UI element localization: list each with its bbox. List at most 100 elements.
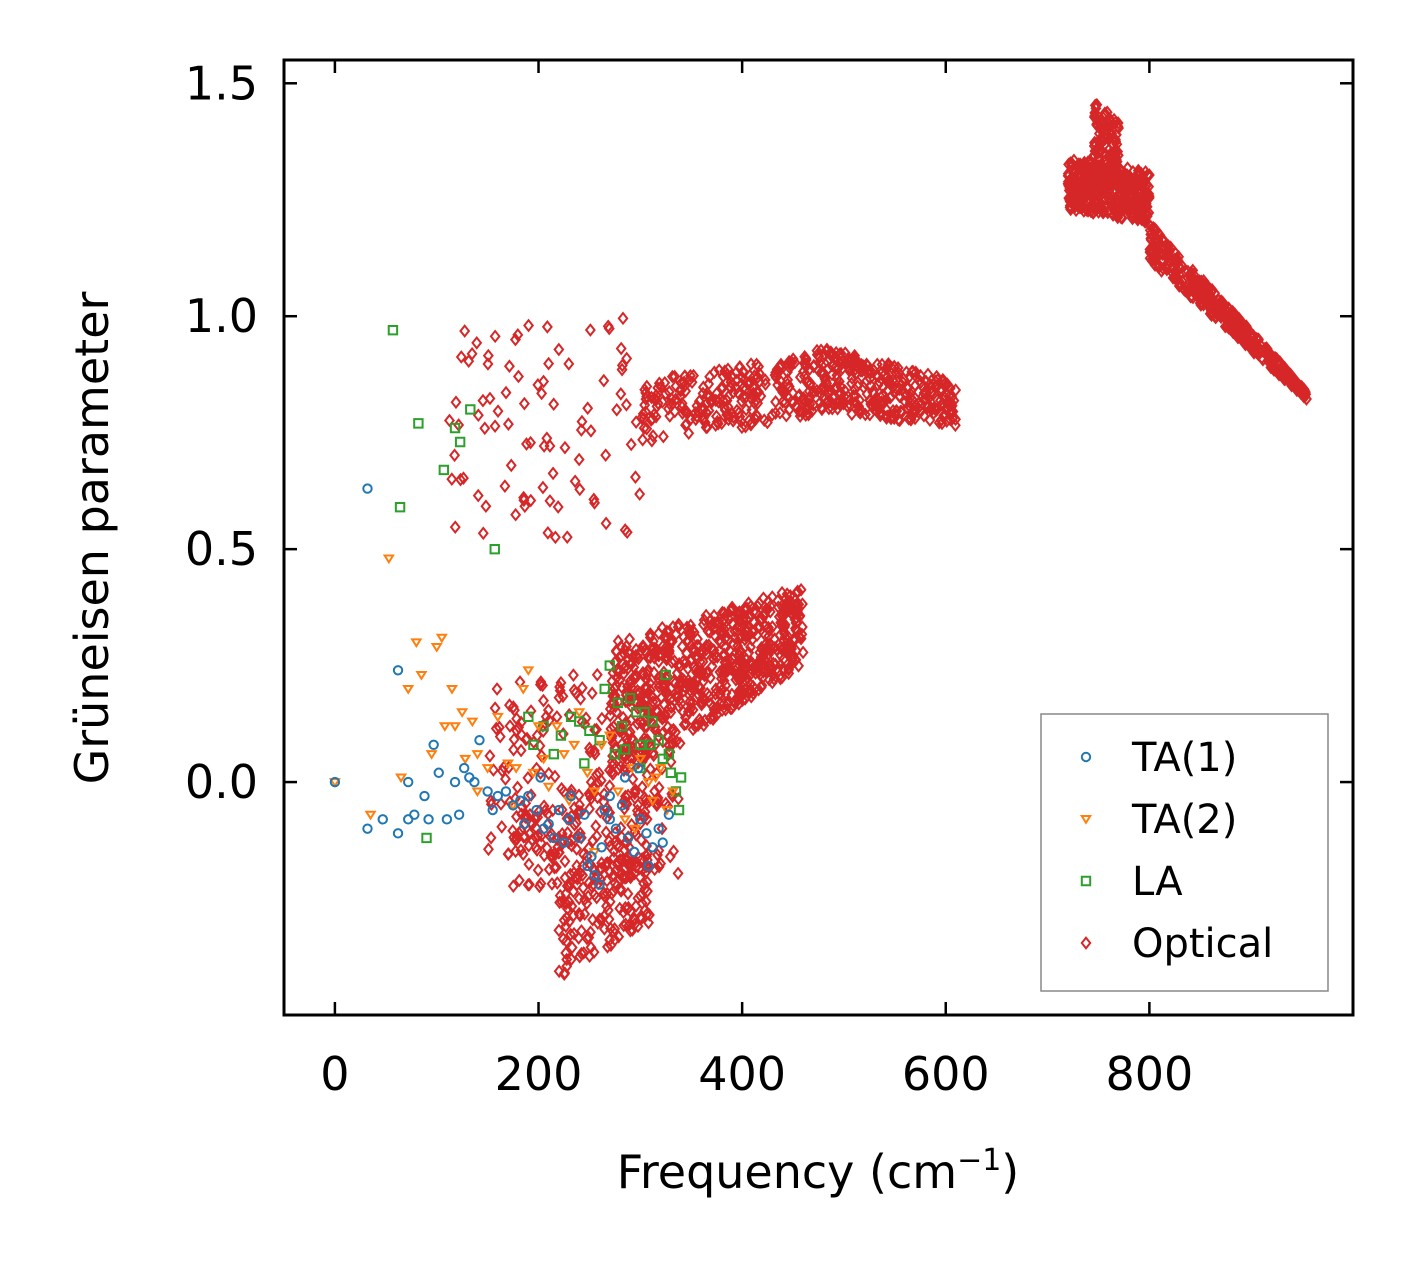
data-point — [642, 650, 654, 665]
data-point — [604, 839, 616, 854]
data-point — [706, 659, 718, 674]
data-point — [519, 818, 530, 830]
data-point — [527, 768, 540, 779]
data-point — [662, 650, 674, 665]
data-point — [800, 359, 812, 374]
data-point — [1264, 352, 1276, 367]
data-point — [616, 720, 628, 732]
data-point — [1102, 121, 1114, 135]
data-point — [676, 639, 688, 654]
data-point — [600, 516, 612, 531]
data-point — [585, 925, 597, 939]
data-point — [642, 778, 655, 788]
data-point — [549, 769, 561, 784]
data-point — [611, 787, 624, 798]
data-point — [1122, 202, 1134, 217]
data-point — [639, 398, 651, 412]
data-point — [548, 748, 559, 760]
data-point — [733, 405, 745, 420]
data-point — [1106, 146, 1118, 161]
data-point — [721, 393, 733, 408]
data-point — [633, 762, 644, 774]
data-point — [934, 393, 946, 408]
data-point — [611, 402, 623, 417]
data-point — [620, 917, 632, 932]
data-point — [615, 820, 627, 835]
data-point — [724, 625, 736, 640]
data-point — [502, 847, 514, 861]
data-point — [485, 797, 497, 812]
data-point — [510, 764, 523, 774]
data-point — [559, 895, 571, 910]
data-point — [586, 686, 598, 701]
data-point — [718, 663, 730, 677]
data-point — [646, 433, 658, 448]
data-point — [673, 660, 685, 675]
data-point — [410, 638, 423, 648]
data-point — [746, 684, 758, 698]
data-point — [637, 432, 649, 447]
data-point — [328, 778, 341, 788]
data-point — [638, 421, 650, 435]
data-point — [562, 825, 574, 840]
data-point — [744, 374, 756, 389]
data-point — [543, 713, 555, 728]
data-point — [688, 660, 700, 674]
data-point — [730, 663, 741, 678]
data-point — [538, 439, 550, 453]
data-point — [679, 369, 691, 384]
data-point — [582, 401, 594, 416]
data-point — [582, 860, 593, 872]
data-point — [1173, 260, 1185, 274]
data-point — [604, 894, 616, 909]
series-optical — [443, 97, 1312, 981]
data-point — [1095, 196, 1107, 210]
data-point — [1231, 312, 1243, 327]
x-tick-label: 200 — [495, 1047, 583, 1101]
data-point — [544, 494, 556, 508]
data-point — [362, 823, 373, 834]
data-point — [595, 740, 608, 751]
data-point — [779, 620, 791, 634]
data-point — [550, 722, 563, 732]
legend: TA(1) TA(2) LA Optical — [1040, 713, 1329, 992]
data-point — [650, 409, 662, 424]
data-point — [560, 919, 572, 934]
data-point — [770, 406, 782, 421]
data-point — [710, 418, 722, 432]
data-point — [514, 795, 526, 806]
data-point — [1099, 165, 1111, 180]
data-point — [1094, 138, 1106, 153]
y-tick-label: 1.5 — [185, 56, 258, 110]
data-point — [701, 642, 713, 656]
data-point — [566, 940, 578, 955]
data-point — [571, 877, 583, 892]
legend-label: TA(1) — [1131, 735, 1237, 781]
data-point — [671, 690, 683, 704]
data-point — [668, 844, 680, 859]
data-point — [782, 373, 794, 387]
data-point — [541, 320, 553, 334]
data-point — [1070, 186, 1082, 201]
data-point — [568, 740, 581, 751]
data-point — [609, 748, 621, 760]
data-point — [618, 862, 630, 877]
data-point — [924, 377, 936, 392]
data-point — [815, 365, 827, 380]
data-point — [1213, 293, 1225, 308]
data-point — [489, 419, 501, 434]
data-point — [675, 384, 687, 398]
data-point — [573, 452, 585, 467]
data-point — [1095, 200, 1107, 214]
data-point — [745, 677, 756, 692]
data-point — [701, 396, 713, 411]
data-point — [492, 790, 503, 802]
data-point — [708, 703, 720, 717]
data-point — [1156, 232, 1168, 247]
data-point — [600, 448, 612, 463]
data-point — [537, 693, 549, 708]
data-point — [415, 670, 428, 681]
data-point — [471, 750, 484, 760]
data-point — [640, 405, 652, 419]
data-point — [612, 661, 624, 676]
